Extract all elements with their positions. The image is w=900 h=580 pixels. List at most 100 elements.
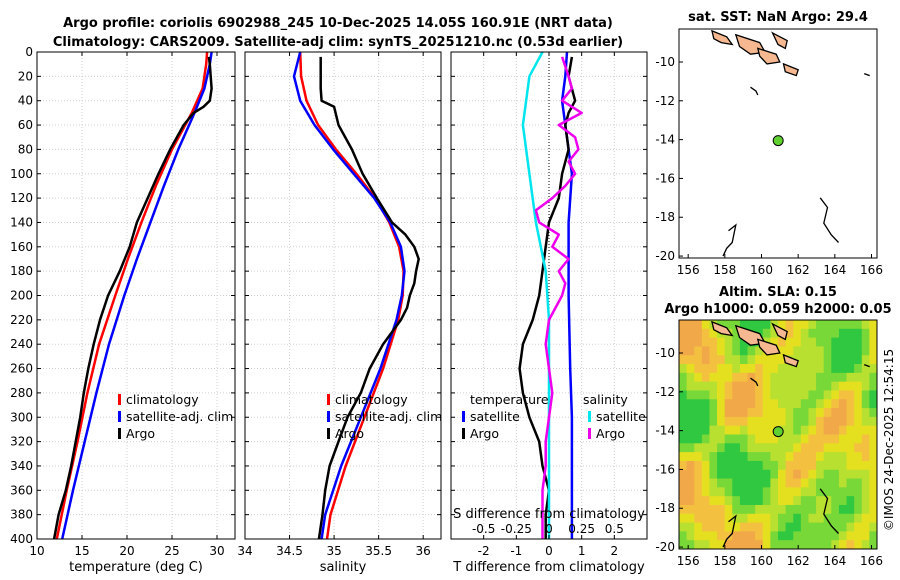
sla-cell (762, 487, 771, 497)
sla-cell (709, 408, 718, 418)
sla-cell (686, 504, 695, 515)
sla-cell (869, 443, 877, 453)
sla-cell (785, 399, 794, 409)
sla-cell (701, 355, 711, 365)
y-tick-label: 120 (10, 191, 33, 205)
sla-cell (816, 531, 825, 541)
y-tick-label: 20 (18, 69, 33, 83)
sla-cell (755, 487, 764, 497)
sla-cell (709, 434, 718, 444)
sla-cell (732, 355, 741, 365)
sla-cell (778, 408, 787, 418)
sla-cell (808, 355, 817, 365)
sla-cell (838, 337, 848, 348)
sla-cell (770, 399, 779, 409)
island-shape (782, 353, 800, 368)
sla-cell (739, 337, 749, 348)
sla-cell (770, 434, 779, 444)
sla-cell (755, 425, 764, 436)
sla-cell (823, 372, 832, 383)
diff-legend-left-title: temperature (470, 392, 549, 407)
sla-cell (846, 487, 855, 497)
sla-cell (755, 443, 764, 453)
sla-cell (869, 399, 877, 409)
map-x-tick-label: 162 (787, 263, 810, 277)
sla-cell (694, 328, 703, 339)
sla-cell (793, 443, 802, 453)
sla-cell (793, 364, 802, 374)
sla-cell (755, 460, 764, 471)
map-x-tick-label: 166 (860, 263, 883, 277)
sla-cell (869, 408, 877, 418)
sla-cell (724, 337, 733, 348)
sla-cell (823, 346, 832, 356)
sla-cell (861, 478, 870, 488)
sla-cell (823, 364, 832, 374)
sla-cell (770, 531, 779, 541)
sla-cell (793, 390, 802, 400)
sla-cell (861, 504, 870, 515)
series-line-climatology (298, 51, 405, 540)
sla-cell (838, 443, 848, 453)
sla-cell (846, 372, 855, 383)
sla-cell (717, 399, 726, 409)
sla-cell (808, 540, 817, 549)
sla-cell (679, 478, 688, 488)
sla-cell (755, 381, 764, 392)
sla-cell (762, 478, 771, 488)
map-content (679, 320, 877, 549)
sla-cell (869, 460, 877, 471)
sla-cell (732, 452, 741, 462)
sla-cell (701, 328, 711, 339)
sla-cell (846, 355, 855, 365)
sla-cell (694, 513, 703, 524)
sla-cell (770, 540, 779, 549)
sla-cell (846, 399, 855, 409)
sla-cell (694, 452, 703, 462)
sla-cell (747, 496, 756, 506)
sla-cell (831, 460, 840, 471)
x-axis-label: temperature (deg C) (69, 560, 203, 575)
sla-cell (717, 478, 726, 488)
sla-cell (838, 399, 848, 409)
sla-cell (854, 504, 863, 515)
sla-cell (831, 346, 840, 356)
sla-cell (762, 364, 771, 374)
sla-cell (861, 452, 870, 462)
sla-cell (755, 416, 764, 427)
sla-cell (694, 355, 703, 365)
sla-cell (838, 496, 848, 506)
sla-cell (800, 540, 810, 549)
sla-map-title-line2: Argo h1000: 0.059 h2000: 0.05 (664, 302, 891, 317)
x-tick-label: 34 (237, 544, 252, 558)
sla-cell (800, 355, 810, 365)
y-tick-label: 80 (18, 142, 33, 156)
sla-cell (869, 522, 877, 532)
sla-cell (778, 496, 787, 506)
sla-cell (816, 434, 825, 444)
y-tick-label: 40 (18, 94, 33, 108)
sla-cell (701, 372, 711, 383)
sla-cell (831, 540, 840, 549)
sla-cell (679, 408, 688, 418)
sla-cell (846, 513, 855, 524)
sla-cell (823, 425, 832, 436)
sla-cell (739, 320, 749, 330)
sla-cell (785, 381, 794, 392)
sla-cell (785, 390, 794, 400)
sla-cell (823, 355, 832, 365)
sla-cell (785, 337, 794, 348)
sla-cell (816, 443, 825, 453)
sla-cell (686, 478, 695, 488)
sla-cell (762, 504, 771, 515)
reef-outline (863, 72, 870, 77)
sla-cell (747, 390, 756, 400)
sla-cell (679, 364, 688, 374)
sla-cell (831, 408, 840, 418)
sla-cell (717, 390, 726, 400)
sla-cell (679, 434, 688, 444)
sla-cell (694, 496, 703, 506)
sla-cell (800, 504, 810, 515)
series-line-argo (317, 56, 420, 540)
